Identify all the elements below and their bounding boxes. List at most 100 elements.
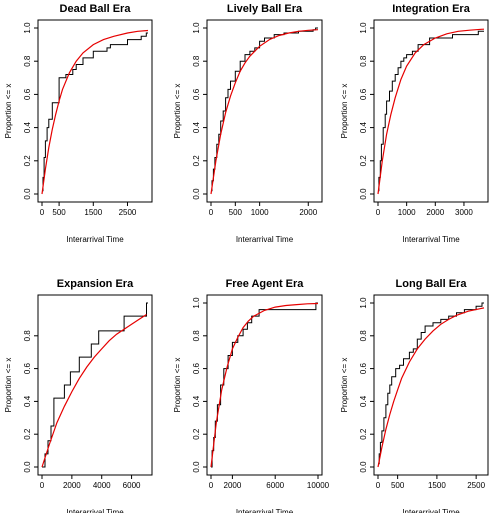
- x-axis-label: Interarrival Time: [236, 235, 294, 244]
- y-tick-label: 0.8: [359, 330, 368, 342]
- x-tick-label: 500: [229, 208, 243, 217]
- y-tick-label: 0.4: [192, 395, 201, 407]
- x-tick-label: 1000: [398, 208, 416, 217]
- y-tick-label: 0.8: [192, 55, 201, 67]
- y-tick-label: 0.4: [359, 121, 368, 133]
- x-tick-label: 0: [40, 481, 45, 490]
- panel-title: Integration Era: [392, 3, 471, 15]
- panel-title: Lively Ball Era: [227, 3, 303, 15]
- y-tick-label: 0.2: [23, 155, 32, 167]
- x-tick-label: 2000: [63, 481, 81, 490]
- x-tick-label: 1500: [84, 208, 102, 217]
- plot-frame: [206, 19, 323, 203]
- y-tick-label: 0.0: [359, 461, 368, 473]
- fitted-curve: [41, 29, 149, 195]
- x-tick-label: 0: [376, 481, 381, 490]
- y-tick-label: 0.8: [359, 55, 368, 67]
- panel-1: Dead Ball Era 0 500 1500 2500 0.0 0.2 0.4 0.6 0.8…: [4, 3, 153, 244]
- x-axis-label: Interarrival Time: [402, 235, 460, 244]
- panel-title: Free Agent Era: [226, 278, 305, 290]
- y-axis-label: Proportion <= x: [173, 84, 182, 139]
- x-tick-label: 0: [209, 481, 214, 490]
- x-tick-label: 0: [40, 208, 45, 217]
- x-axis-label: Interarrival Time: [66, 235, 124, 244]
- panel-6: Long Ball Era 0 500 1500 2500 0.0 0.2 0.4 0.6 0.8…: [340, 278, 489, 513]
- y-tick-label: 0.6: [359, 88, 368, 100]
- y-tick-label: 0.0: [192, 188, 201, 200]
- x-tick-label: 10000: [307, 481, 330, 490]
- ecdf-step-line: [211, 302, 318, 468]
- y-tick-label: 0.4: [23, 121, 32, 133]
- y-axis-label: Proportion <= x: [340, 84, 349, 139]
- y-tick-label: 1.0: [23, 22, 32, 34]
- y-tick-label: 0.4: [23, 395, 32, 407]
- plot-frame: [373, 19, 489, 203]
- x-tick-label: 0: [209, 208, 214, 217]
- y-tick-label: 0.0: [23, 461, 32, 473]
- y-tick-label: 0.4: [192, 121, 201, 133]
- panel-title: Dead Ball Era: [60, 3, 132, 15]
- y-tick-label: 0.0: [23, 188, 32, 200]
- x-tick-label: 3000: [455, 208, 473, 217]
- x-tick-label: 500: [391, 481, 405, 490]
- plot-frame: [206, 294, 323, 476]
- panel-title: Long Ball Era: [396, 278, 468, 290]
- y-tick-label: 0.4: [359, 395, 368, 407]
- y-tick-label: 0.0: [359, 188, 368, 200]
- y-tick-label: 0.2: [192, 428, 201, 440]
- panel-4: Expansion Era 0 2000 4000 6000 0.0 0.2 0.4 0.6 0.…: [4, 278, 153, 513]
- ecdf-step-line: [378, 302, 484, 465]
- y-tick-label: 0.8: [23, 55, 32, 67]
- y-axis-label: Proportion <= x: [4, 84, 13, 139]
- x-axis-label: Interarrival Time: [66, 508, 124, 513]
- y-tick-label: 0.6: [192, 362, 201, 374]
- fitted-curve: [377, 307, 485, 468]
- y-tick-label: 0.6: [192, 88, 201, 100]
- ecdf-step-line: [378, 30, 484, 192]
- y-axis-label: Proportion <= x: [173, 358, 182, 413]
- x-axis-label: Interarrival Time: [402, 508, 460, 513]
- x-tick-label: 500: [52, 208, 66, 217]
- x-tick-label: 2000: [426, 208, 444, 217]
- x-tick-label: 2000: [299, 208, 317, 217]
- x-tick-label: 1500: [428, 481, 446, 490]
- ecdf-step-line: [42, 302, 148, 468]
- y-tick-label: 0.8: [23, 330, 32, 342]
- ecdf-step-line: [42, 32, 148, 192]
- fitted-curve: [210, 29, 319, 195]
- x-tick-label: 6000: [123, 481, 141, 490]
- panel-5: Free Agent Era 0 2000 6000 10000 0.0 0.2 0.4 0.6…: [173, 278, 330, 513]
- x-axis-label: Interarrival Time: [236, 508, 294, 513]
- y-axis-label: Proportion <= x: [340, 358, 349, 413]
- plot-frame: [37, 294, 153, 476]
- x-tick-label: 2000: [224, 481, 242, 490]
- y-axis-label: Proportion <= x: [4, 358, 13, 413]
- y-tick-label: 1.0: [192, 297, 201, 309]
- panel-2: Lively Ball Era 0 500 1000 2000 0.0 0.2 0.4 0.6 0…: [173, 3, 323, 244]
- y-tick-label: 0.2: [359, 155, 368, 167]
- y-tick-label: 0.2: [192, 155, 201, 167]
- y-tick-label: 0.2: [23, 428, 32, 440]
- y-tick-label: 0.6: [359, 362, 368, 374]
- y-tick-label: 1.0: [192, 22, 201, 34]
- fitted-curve: [41, 313, 147, 468]
- fitted-curve: [377, 28, 485, 195]
- y-tick-label: 0.2: [359, 428, 368, 440]
- x-tick-label: 0: [376, 208, 381, 217]
- x-tick-label: 6000: [266, 481, 284, 490]
- y-tick-label: 1.0: [359, 297, 368, 309]
- panel-3: Integration Era 0 1000 2000 3000 0.0 0.2 0.4 0.6…: [340, 3, 489, 244]
- y-tick-label: 1.0: [359, 22, 368, 34]
- plot-frame: [37, 19, 153, 203]
- plot-frame: [373, 294, 489, 476]
- y-tick-label: 0.6: [23, 88, 32, 100]
- y-tick-label: 0.6: [23, 362, 32, 374]
- x-tick-label: 2500: [119, 208, 137, 217]
- y-tick-label: 0.8: [192, 330, 201, 342]
- x-tick-label: 2500: [467, 481, 485, 490]
- panel-title: Expansion Era: [57, 278, 134, 290]
- y-tick-label: 0.0: [192, 461, 201, 473]
- x-tick-label: 4000: [93, 481, 111, 490]
- fitted-curve: [210, 302, 319, 468]
